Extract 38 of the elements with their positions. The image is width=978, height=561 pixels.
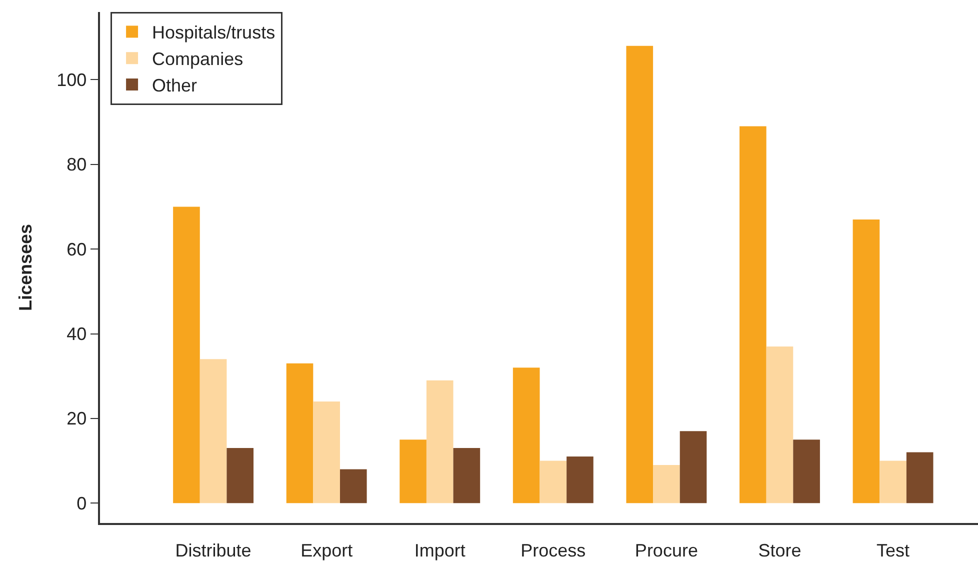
y-tick-label: 80 — [66, 154, 87, 175]
bar — [426, 380, 454, 504]
bar — [173, 206, 200, 504]
bar — [680, 431, 707, 504]
bar — [880, 460, 906, 504]
y-axis-title: Licensees — [15, 224, 36, 312]
y-tick-label: 20 — [66, 408, 87, 429]
x-tick-label: Import — [414, 540, 466, 560]
bar — [313, 401, 340, 504]
bar — [286, 363, 314, 504]
bar — [626, 46, 654, 504]
x-tick-label: Procure — [634, 540, 698, 560]
bar — [200, 359, 227, 504]
bar — [340, 469, 367, 504]
y-tick-label: 60 — [66, 239, 87, 260]
bar — [540, 460, 567, 504]
bar — [740, 126, 766, 504]
bar — [566, 456, 594, 504]
bar — [512, 368, 540, 504]
bar — [653, 465, 680, 504]
bar — [906, 452, 934, 504]
bar — [400, 440, 426, 504]
x-tick-label: Process — [520, 540, 586, 560]
bar — [852, 219, 880, 504]
x-tick-label: Distribute — [175, 540, 252, 560]
x-tick-label: Test — [876, 540, 910, 560]
y-tick-label: 0 — [76, 493, 87, 514]
legend-label: Companies — [152, 49, 244, 70]
legend-label: Hospitals/trusts — [152, 22, 276, 43]
x-tick-label: Store — [758, 540, 802, 560]
y-tick-label: 40 — [66, 324, 87, 344]
bar — [766, 346, 794, 504]
legend-label: Other — [152, 76, 198, 96]
bar — [793, 440, 820, 504]
x-tick-label: Export — [300, 540, 353, 560]
bar — [226, 448, 254, 504]
bar — [453, 448, 480, 504]
y-tick-label: 100 — [56, 70, 87, 90]
